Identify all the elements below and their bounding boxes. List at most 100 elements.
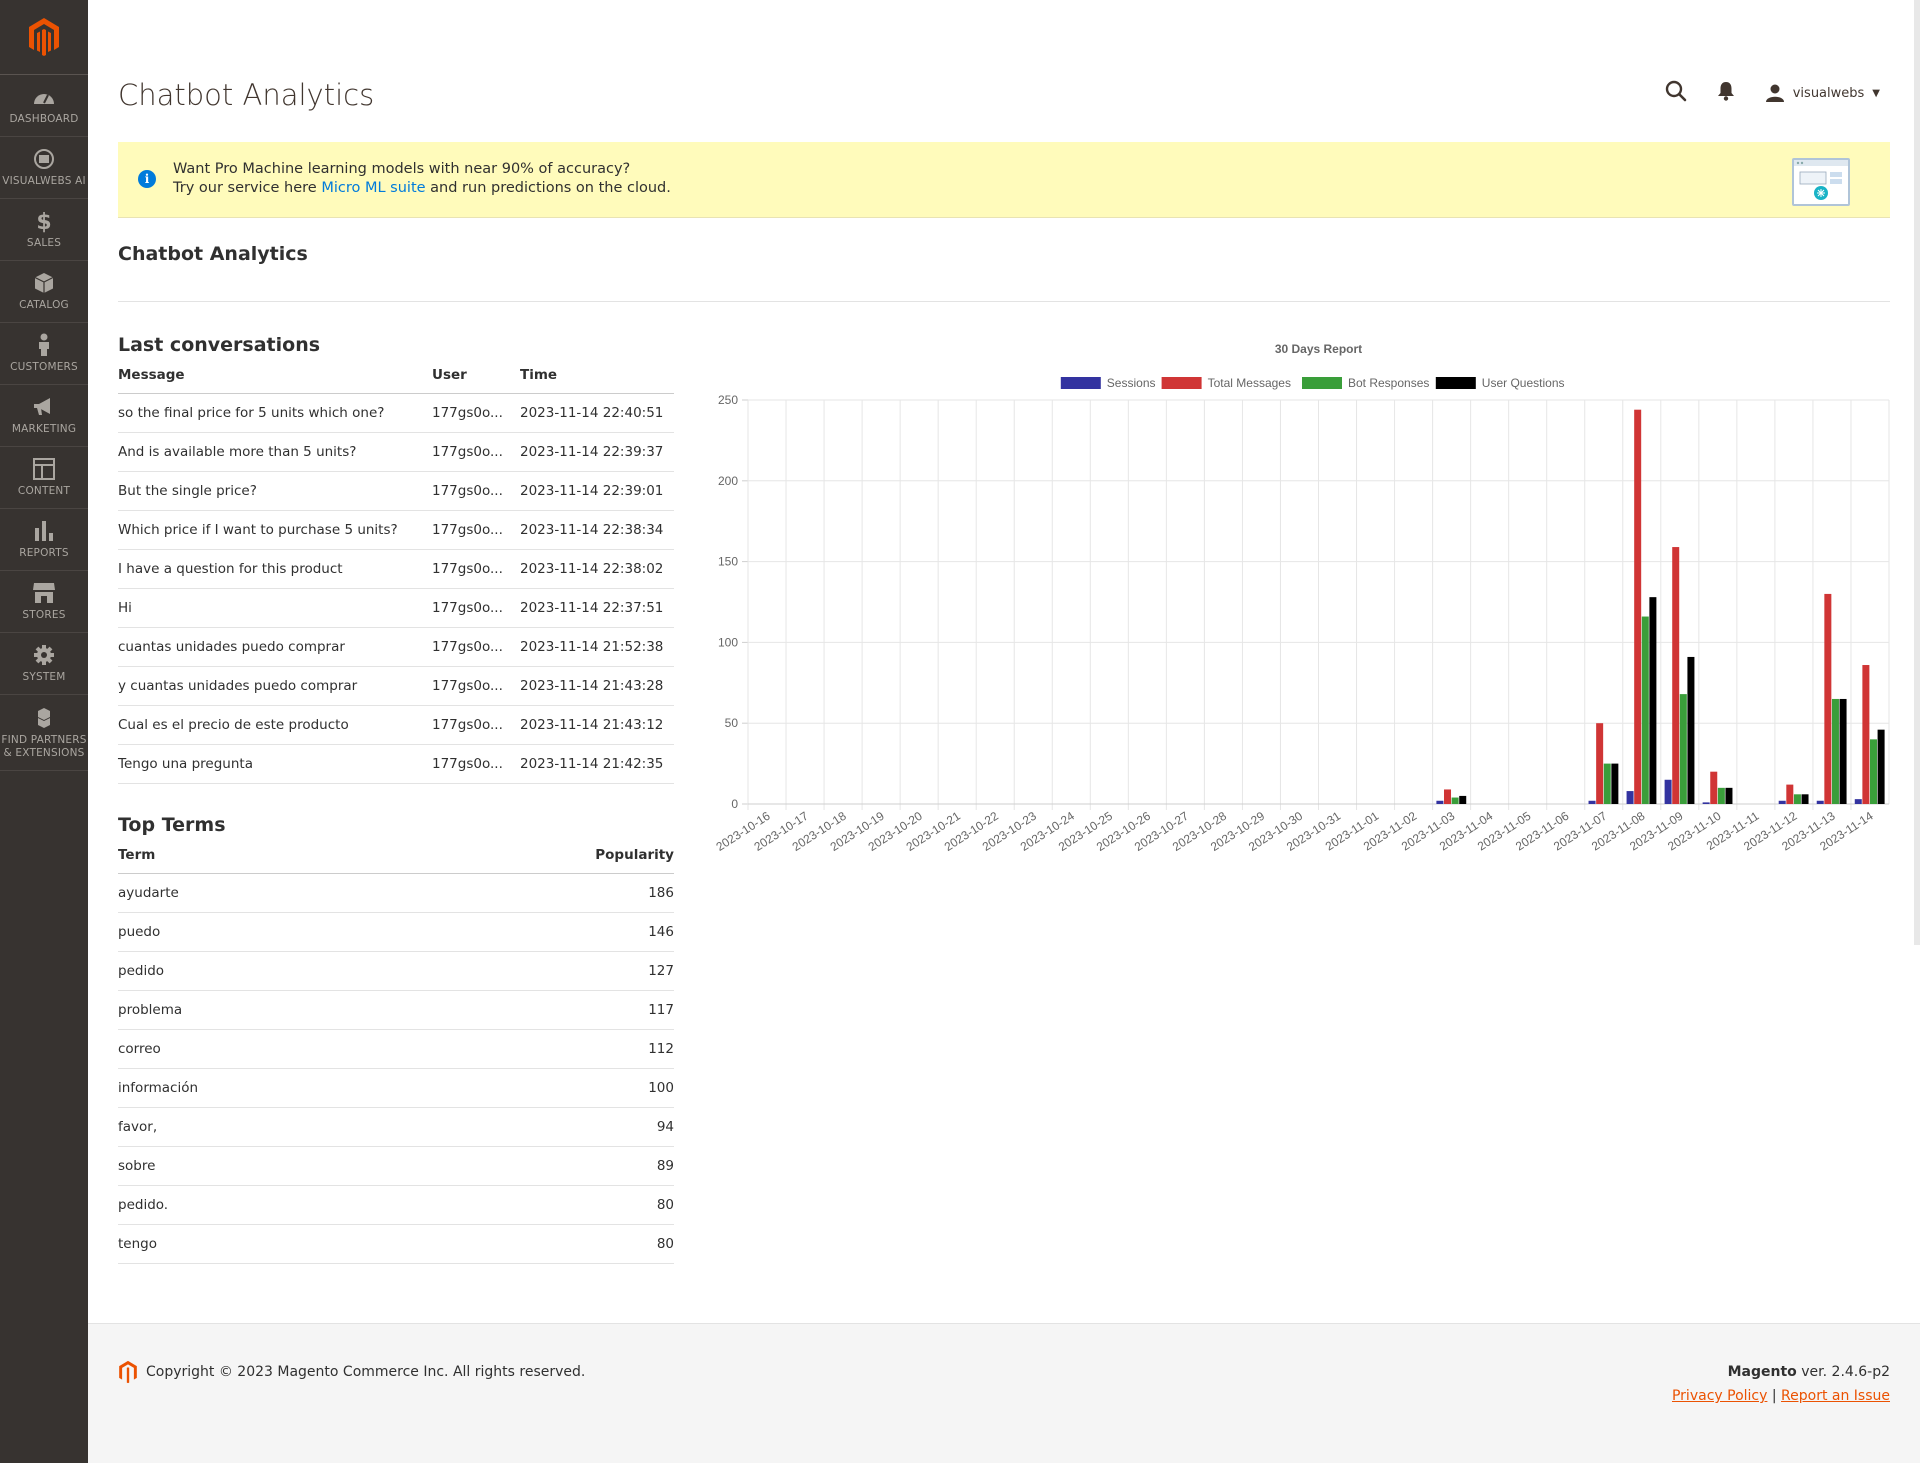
- layout-icon: [32, 457, 56, 481]
- bar-sessions-2023-11-07: [1588, 800, 1596, 804]
- sidebar-item-reports[interactable]: REPORTS: [0, 509, 88, 571]
- sidebar-item-label: STORES: [22, 609, 66, 621]
- privacy-policy-link[interactable]: Privacy Policy: [1671, 1388, 1768, 1404]
- conversation-row: so the final price for 5 units which one…: [118, 393, 674, 433]
- section-divider: [118, 301, 1890, 302]
- sidebar-item-catalog[interactable]: CATALOG: [0, 261, 88, 323]
- sidebar-item-stores[interactable]: STORES: [0, 571, 88, 633]
- magento-logo[interactable]: [0, 0, 88, 75]
- legend-label-2: Bot Responses: [1348, 376, 1429, 390]
- sidebar-item-find-partners-extensions[interactable]: FIND PARTNERS & EXTENSIONS: [0, 695, 88, 771]
- term-cell: sobre: [118, 1146, 399, 1186]
- sidebar-item-label: CATALOG: [19, 299, 69, 311]
- user-cell: 177gs0o...: [432, 471, 520, 511]
- sidebar-item-system[interactable]: SYSTEM: [0, 633, 88, 695]
- gear-icon: [32, 643, 56, 667]
- footer-separator: |: [1767, 1388, 1782, 1404]
- sidebar-item-label: MARKETING: [11, 423, 77, 435]
- header-actions: visualwebs ▼: [1665, 80, 1880, 106]
- term-cell: favor,: [118, 1107, 399, 1147]
- sidebar-item-dashboard[interactable]: DASHBOARD: [0, 75, 88, 137]
- term-cell: tengo: [118, 1224, 399, 1264]
- term-row: pedido. 80: [118, 1185, 674, 1225]
- top-terms-panel: Top Terms Term Popularity ayudarte 186 pue…: [118, 814, 674, 1264]
- bar-total-messages-2023-11-10: [1710, 771, 1718, 804]
- user-menu[interactable]: visualwebs ▼: [1765, 83, 1880, 103]
- bar-user-questions-2023-11-08: [1649, 597, 1657, 804]
- sidebar-item-label: REPORTS: [19, 547, 69, 559]
- ml-suite-thumbnail[interactable]: [1792, 158, 1850, 206]
- bar-total-messages-2023-11-09: [1672, 547, 1680, 804]
- term-cell: ayudarte: [118, 873, 399, 913]
- sidebar-item-sales[interactable]: $ SALES: [0, 199, 88, 261]
- legend-label-0: Sessions: [1107, 376, 1156, 390]
- term-cell: puedo: [118, 912, 399, 952]
- y-tick-label-0: 0: [731, 797, 738, 811]
- term-row: sobre 89: [118, 1146, 674, 1186]
- message-cell: Hi: [118, 588, 432, 628]
- search-icon[interactable]: [1665, 80, 1687, 106]
- conversation-row: I have a question for this product 177gs0…: [118, 549, 674, 589]
- legend-label-3: User Questions: [1482, 376, 1565, 390]
- message-cell: But the single price?: [118, 471, 432, 511]
- store-icon: [32, 581, 56, 605]
- message-cell: And is available more than 5 units?: [118, 432, 432, 472]
- megaphone-icon: [32, 395, 56, 419]
- popularity-cell: 186: [398, 873, 674, 913]
- sidebar-item-content[interactable]: CONTENT: [0, 447, 88, 509]
- terms-table: Term Popularity ayudarte 186 puedo 146 pedid…: [118, 836, 674, 1264]
- popularity-cell: 89: [398, 1146, 674, 1186]
- notice-text: Want Pro Machine learning models with ne…: [173, 160, 671, 198]
- bar-bot-responses-2023-11-09: [1679, 694, 1687, 804]
- bar-user-questions-2023-11-10: [1725, 787, 1733, 804]
- time-cell: 2023-11-14 22:38:34: [520, 510, 674, 550]
- conversation-row: But the single price? 177gs0o... 2023-11-1…: [118, 471, 674, 511]
- popularity-cell: 94: [398, 1107, 674, 1147]
- micro-ml-suite-link[interactable]: Micro ML suite: [321, 180, 426, 196]
- sidebar-item-label: SYSTEM: [22, 671, 66, 683]
- popularity-cell: 146: [398, 912, 674, 952]
- column-header-popularity: Popularity: [398, 836, 674, 874]
- time-cell: 2023-11-14 22:38:02: [520, 549, 674, 589]
- bar-sessions-2023-11-08: [1626, 791, 1634, 804]
- dashboard-icon: [32, 85, 56, 109]
- legend-swatch-3: [1435, 377, 1476, 389]
- magento-footer-logo-icon: [119, 1360, 137, 1384]
- sidebar-item-marketing[interactable]: MARKETING: [0, 385, 88, 447]
- footer-version-text: ver. 2.4.6-p2: [1796, 1364, 1890, 1380]
- term-cell: pedido.: [118, 1185, 399, 1225]
- time-cell: 2023-11-14 22:40:51: [520, 393, 674, 433]
- conversation-row: Hi 177gs0o... 2023-11-14 22:37:51: [118, 588, 674, 628]
- bar-user-questions-2023-11-14: [1877, 729, 1885, 804]
- column-header-message: Message: [118, 356, 432, 394]
- y-tick-label-1: 50: [725, 716, 739, 730]
- user-icon: [1765, 84, 1784, 102]
- report-issue-link[interactable]: Report an Issue: [1781, 1388, 1890, 1404]
- conversation-row: Which price if I want to purchase 5 unit…: [118, 510, 674, 550]
- bell-icon[interactable]: [1717, 81, 1735, 105]
- bar-bot-responses-2023-11-08: [1641, 616, 1649, 804]
- message-cell: Cual es el precio de este producto: [118, 705, 432, 745]
- term-row: ayudarte 186: [118, 873, 674, 913]
- sidebar-item-visualwebs-ai[interactable]: VISUALWEBS AI: [0, 137, 88, 199]
- popularity-cell: 127: [398, 951, 674, 991]
- bar-total-messages-2023-11-07: [1596, 723, 1604, 804]
- term-cell: problema: [118, 990, 399, 1030]
- message-cell: y cuantas unidades puedo comprar: [118, 666, 432, 706]
- terms-header-row: Term Popularity: [118, 836, 674, 874]
- time-cell: 2023-11-14 22:39:01: [520, 471, 674, 511]
- user-cell: 177gs0o...: [432, 666, 520, 706]
- sidebar-item-customers[interactable]: CUSTOMERS: [0, 323, 88, 385]
- user-cell: 177gs0o...: [432, 432, 520, 472]
- term-row: tengo 80: [118, 1224, 674, 1264]
- bar-chart-icon: [32, 519, 56, 543]
- bar-bot-responses-2023-11-14: [1869, 739, 1877, 804]
- conversation-row: Tengo una pregunta 177gs0o... 2023-11-14 2…: [118, 744, 674, 784]
- time-cell: 2023-11-14 21:42:35: [520, 744, 674, 784]
- bar-bot-responses-2023-11-10: [1717, 787, 1725, 804]
- conversations-table: Message User Time so the final price for…: [118, 356, 674, 784]
- page-scrollbar[interactable]: [1914, 0, 1920, 945]
- y-tick-label-5: 250: [718, 393, 738, 407]
- legend-swatch-1: [1161, 377, 1202, 389]
- bar-total-messages-2023-11-13: [1824, 593, 1832, 804]
